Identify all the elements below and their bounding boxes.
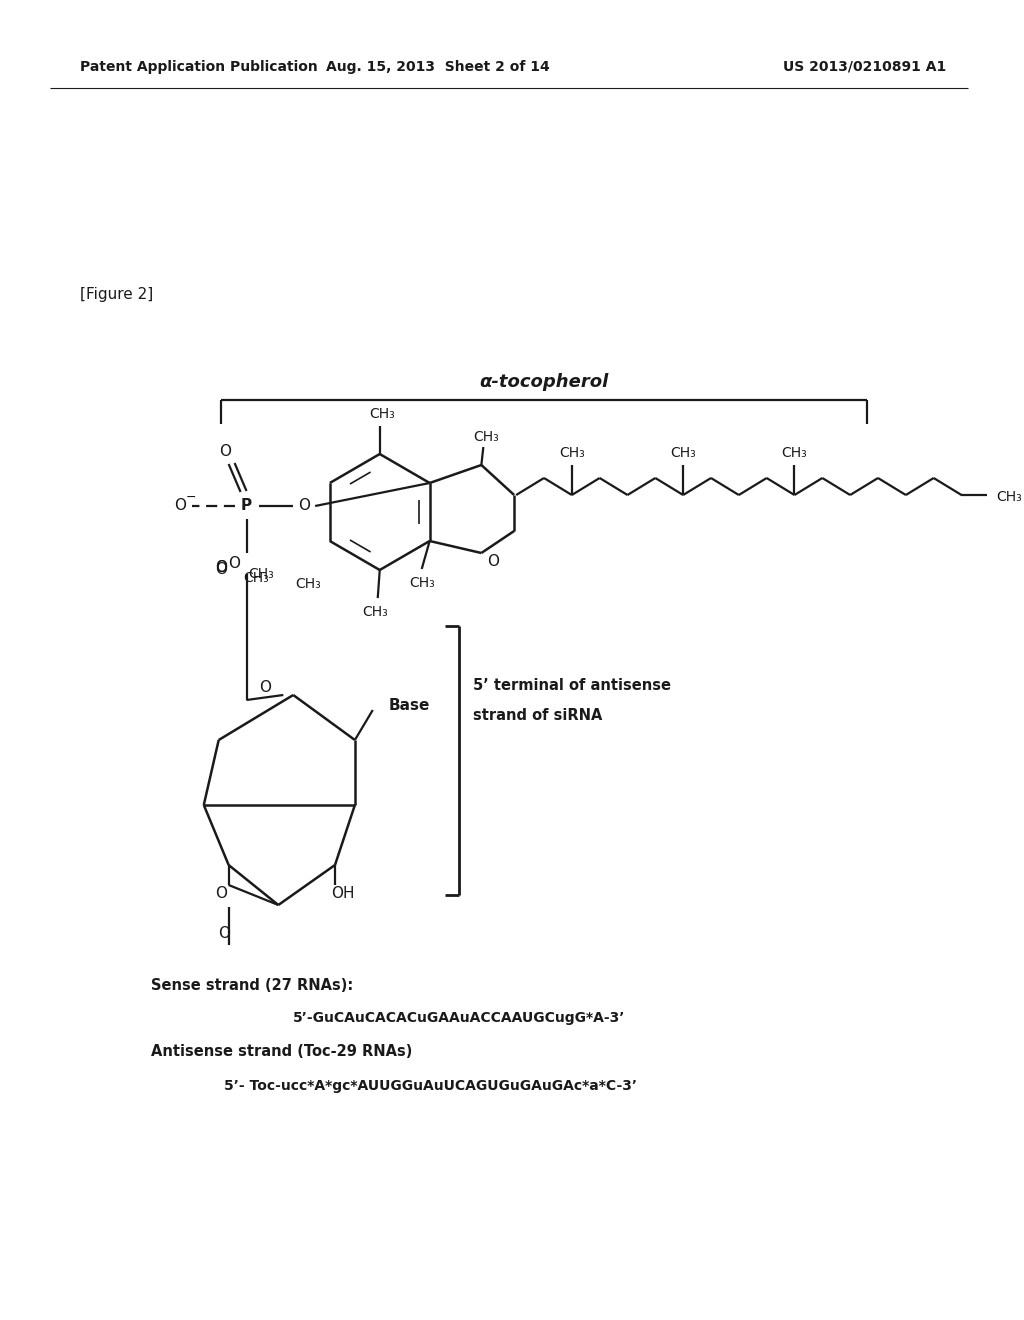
- Text: CH₃: CH₃: [369, 407, 394, 421]
- Text: CH₃: CH₃: [295, 577, 322, 591]
- Text: CH₃: CH₃: [671, 446, 696, 459]
- Text: Aug. 15, 2013  Sheet 2 of 14: Aug. 15, 2013 Sheet 2 of 14: [326, 59, 549, 74]
- Text: P: P: [241, 499, 252, 513]
- Text: CH₃: CH₃: [781, 446, 807, 459]
- Text: O: O: [215, 561, 226, 576]
- Text: 5’- Toc-ucc*A*gc*AUUGGuAuUCAGUGuGAuGAc*a*C-3’: 5’- Toc-ucc*A*gc*AUUGGuAuUCAGUGuGAuGAc*a…: [223, 1078, 637, 1093]
- Text: O: O: [174, 499, 186, 513]
- Text: 5’ terminal of antisense: 5’ terminal of antisense: [473, 678, 671, 693]
- Text: OH: OH: [331, 886, 354, 900]
- Text: O: O: [228, 556, 241, 570]
- Text: CH₃: CH₃: [244, 572, 269, 585]
- Text: O: O: [215, 562, 226, 578]
- Text: strand of siRNA: strand of siRNA: [473, 709, 602, 723]
- Text: CH₃: CH₃: [409, 576, 434, 590]
- Text: O: O: [298, 499, 310, 513]
- Text: Base: Base: [389, 697, 430, 713]
- Text: O: O: [219, 445, 230, 459]
- Text: CH₃: CH₃: [996, 490, 1022, 504]
- Text: CH₃: CH₃: [473, 430, 500, 444]
- Text: Patent Application Publication: Patent Application Publication: [80, 59, 317, 74]
- Text: O: O: [215, 886, 226, 900]
- Text: CH₃: CH₃: [559, 446, 585, 459]
- Text: α-tocopherol: α-tocopherol: [479, 374, 608, 391]
- Text: −: −: [185, 491, 197, 503]
- Text: O: O: [259, 680, 271, 694]
- Text: CH₃: CH₃: [361, 605, 388, 619]
- Text: 5’-GuCAuCACACuGAAuACCAAUGCugG*A-3’: 5’-GuCAuCACACuGAAuACCAAUGCugG*A-3’: [293, 1011, 626, 1026]
- Text: Antisense strand (Toc-29 RNAs): Antisense strand (Toc-29 RNAs): [152, 1044, 413, 1060]
- Text: CH₃: CH₃: [249, 568, 274, 581]
- Text: [Figure 2]: [Figure 2]: [80, 288, 153, 302]
- Text: O: O: [215, 561, 226, 576]
- Text: O: O: [487, 553, 500, 569]
- Text: US 2013/0210891 A1: US 2013/0210891 A1: [783, 59, 946, 74]
- Text: Sense strand (27 RNAs):: Sense strand (27 RNAs):: [152, 978, 353, 993]
- Text: O: O: [218, 925, 229, 940]
